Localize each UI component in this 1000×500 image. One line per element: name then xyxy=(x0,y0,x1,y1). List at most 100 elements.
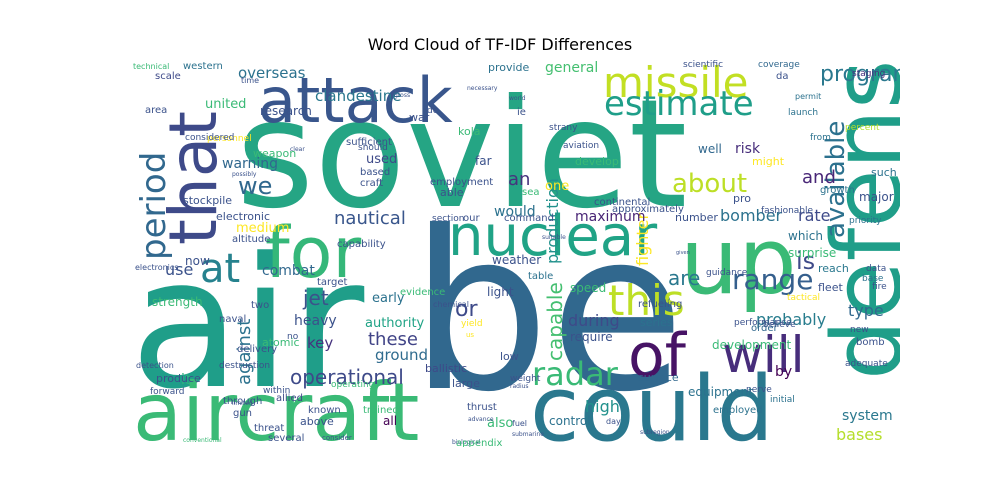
word-low: low xyxy=(500,350,519,363)
word-speed: speed xyxy=(570,281,606,295)
word-major: major xyxy=(859,190,894,204)
word-such: such xyxy=(871,166,897,179)
word-stockpile: stockpile xyxy=(183,194,232,207)
word-is: is xyxy=(796,247,815,275)
word-no: no xyxy=(287,332,299,342)
word-de: de xyxy=(427,106,439,116)
word-development: development xyxy=(712,338,791,352)
word-united: united xyxy=(205,97,246,112)
word-continental: continental xyxy=(594,197,650,208)
word-evidence: evidence xyxy=(400,287,445,298)
word-for: for xyxy=(265,212,361,294)
word-nautical: nautical xyxy=(334,208,406,229)
word-percent: percent xyxy=(845,123,880,133)
word-light: light xyxy=(487,285,514,299)
word-threat: threat xyxy=(254,423,284,434)
word-chemical: chemical xyxy=(433,300,469,309)
word-it: it xyxy=(181,372,191,388)
word-that: that xyxy=(155,111,232,245)
word-altitude: altitude xyxy=(232,234,270,245)
word-these: these xyxy=(368,329,418,350)
word-jet: jet xyxy=(302,286,329,310)
word-information: information xyxy=(780,60,815,61)
word-which: which xyxy=(788,229,823,243)
word-approximately: approximately xyxy=(612,204,684,215)
word-pro: pro xyxy=(733,192,751,205)
word-radar: radar xyxy=(532,355,619,393)
word-key: key xyxy=(307,334,333,352)
word-high: high xyxy=(585,397,620,416)
word-consider: consider xyxy=(322,434,352,442)
word-weather: weather xyxy=(492,253,541,267)
word-research: research xyxy=(260,104,312,118)
word-appendix: appendix xyxy=(456,438,502,447)
word-estimate: estimate xyxy=(604,84,754,124)
word-defense: defense xyxy=(813,60,900,380)
word-two: two xyxy=(251,300,269,311)
word-now: now xyxy=(185,254,210,268)
word-combat: combat xyxy=(262,263,315,279)
word-authority: authority xyxy=(365,316,425,331)
word-target: target xyxy=(317,277,347,288)
word-within: within xyxy=(263,386,290,396)
word-conventional: conventional xyxy=(183,437,222,444)
word-nuclear: nuclear xyxy=(448,204,658,269)
word-fire: fire xyxy=(872,282,887,292)
word-adequate: adequate xyxy=(845,359,888,369)
word-us: us xyxy=(466,331,474,339)
word-aviation: aviation xyxy=(563,141,599,151)
word-clear: clear xyxy=(290,146,305,153)
word-western: western xyxy=(183,61,223,72)
word-fashionable: fashionable xyxy=(761,206,814,216)
word-ballistic: ballistic xyxy=(425,362,467,375)
word-ie: ie xyxy=(517,107,526,118)
word-strength: strength xyxy=(152,295,203,309)
word-or: or xyxy=(455,297,478,322)
word-heavy: heavy xyxy=(294,313,337,329)
word-surface: surface xyxy=(638,371,679,384)
word-subregion: subregion xyxy=(640,429,670,436)
word-of: of xyxy=(628,321,688,391)
word-will: will xyxy=(722,326,805,384)
word-staging: staging xyxy=(852,69,885,79)
word-scale: scale xyxy=(155,71,181,82)
word-up: up xyxy=(680,208,797,315)
word-gun: gun xyxy=(233,408,252,419)
word-trained: trained xyxy=(363,405,399,416)
word-limited: limited xyxy=(232,400,253,407)
word-allied: allied xyxy=(276,393,303,404)
word-bomb: bomb xyxy=(856,337,885,348)
word-craft: craft xyxy=(360,178,383,189)
word-coverage: coverage xyxy=(758,60,800,70)
word-also: also xyxy=(487,416,513,431)
word-advance: advance xyxy=(468,416,494,423)
word-delivery: delivery xyxy=(237,344,277,355)
word-employed: employed xyxy=(713,405,763,416)
word-kola: kola xyxy=(458,125,481,138)
word-weapon: weapon xyxy=(253,147,296,160)
word-operating: operating xyxy=(331,380,374,390)
word-submarine: submarine xyxy=(512,431,544,438)
word-area: area xyxy=(145,105,167,116)
word-based: based xyxy=(360,167,390,178)
word-growth: growth xyxy=(820,185,855,196)
word-medium: medium xyxy=(236,221,289,236)
word-time: time xyxy=(241,76,259,85)
word-fighter: fighter xyxy=(633,213,652,266)
word-our: our xyxy=(463,213,480,224)
word-use: use xyxy=(165,260,193,279)
word-aircraft: aircraft xyxy=(133,366,419,447)
word-this: this xyxy=(608,276,685,325)
word-electronic: electronic xyxy=(216,210,270,223)
word-about: about xyxy=(672,169,747,199)
word-overseas: overseas xyxy=(238,64,306,82)
word-period: period xyxy=(134,152,174,260)
word-several: several xyxy=(268,433,304,444)
word-launch: launch xyxy=(788,108,818,118)
word-number: number xyxy=(675,211,718,224)
word-program: program xyxy=(820,62,900,87)
word-performance: performance xyxy=(734,318,792,328)
word-control: control xyxy=(549,414,591,428)
word-known: known xyxy=(308,405,341,416)
